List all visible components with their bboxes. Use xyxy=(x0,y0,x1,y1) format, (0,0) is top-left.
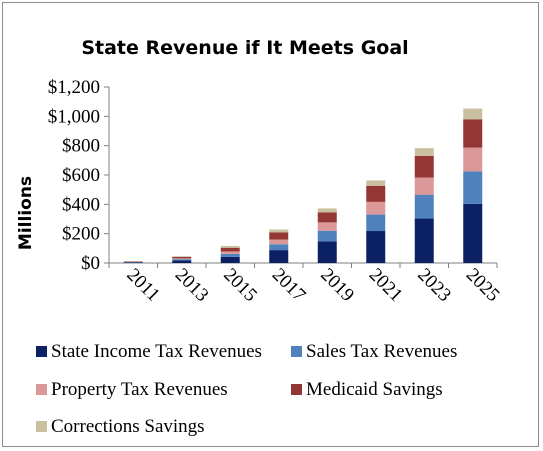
x-tick-label: 2017 xyxy=(268,264,310,306)
legend-swatch xyxy=(36,421,47,432)
y-tick-label: $1,000 xyxy=(48,106,100,127)
bar-segment xyxy=(463,203,483,263)
legend-label: Medicaid Savings xyxy=(306,379,443,400)
chart-title: State Revenue if It Meets Goal xyxy=(81,37,408,59)
legend-swatch xyxy=(291,346,302,357)
bar-segment xyxy=(366,201,386,215)
bar-segment xyxy=(269,239,289,245)
legend-label: Sales Tax Revenues xyxy=(306,341,457,362)
bar-segment xyxy=(366,214,386,232)
y-tick-label: $600 xyxy=(62,165,100,186)
bar-segment xyxy=(269,250,289,263)
bar-segment xyxy=(317,222,337,231)
x-tick-label: 2013 xyxy=(171,264,213,306)
x-tick-label: 2019 xyxy=(316,264,358,306)
bar-segment xyxy=(269,232,289,240)
legend-label: Property Tax Revenues xyxy=(51,379,228,400)
bar-segment xyxy=(414,177,434,195)
y-tick-label: $800 xyxy=(62,136,100,157)
legend-swatch xyxy=(291,384,302,395)
legend-label: Corrections Savings xyxy=(51,416,205,437)
bar-segment xyxy=(317,208,337,213)
bar-segment xyxy=(123,262,143,263)
y-tick-label: $400 xyxy=(62,194,100,215)
bar-segment xyxy=(414,148,434,156)
x-tick-label: 2025 xyxy=(462,264,504,306)
legend: State Income Tax Revenues Sales Tax Reven… xyxy=(36,341,457,437)
bar-segment xyxy=(172,258,192,260)
x-tick-label: 2011 xyxy=(123,264,164,305)
bar-segment xyxy=(463,108,483,120)
legend-swatch xyxy=(36,384,47,395)
y-tick-label: $200 xyxy=(62,224,100,245)
bar-segment xyxy=(317,241,337,263)
bar-segment xyxy=(414,155,434,178)
y-tick-label: $1,200 xyxy=(48,77,100,98)
legend-swatch xyxy=(36,346,47,357)
bar-segment xyxy=(317,212,337,223)
bar-segment xyxy=(220,253,240,257)
x-tick-label: 2021 xyxy=(365,264,407,306)
bar-segment xyxy=(172,259,192,261)
bar-segment xyxy=(172,256,192,257)
bar-segment xyxy=(172,260,192,263)
x-tick-label: 2023 xyxy=(413,264,455,306)
bar-segment xyxy=(463,171,483,204)
bar-segment xyxy=(269,229,289,233)
x-tick-label: 2015 xyxy=(219,264,261,306)
bar-segment xyxy=(366,231,386,263)
bar-segment xyxy=(463,147,483,172)
legend-label: State Income Tax Revenues xyxy=(51,341,262,362)
bar-segment xyxy=(172,256,192,259)
bar-segment xyxy=(414,218,434,263)
bar-segment xyxy=(220,251,240,254)
bar-segment xyxy=(269,244,289,251)
bar-segment xyxy=(220,256,240,263)
bar-segment xyxy=(366,180,386,186)
chart-frame xyxy=(2,2,539,447)
bar-segment xyxy=(220,245,240,248)
bar-segment xyxy=(414,194,434,219)
y-axis-label: Millions xyxy=(16,176,36,250)
y-tick-label: $0 xyxy=(81,253,100,274)
bar-segment xyxy=(220,247,240,252)
bar-segment xyxy=(317,230,337,242)
bar-segment xyxy=(366,186,386,202)
bar-segment xyxy=(463,119,483,148)
